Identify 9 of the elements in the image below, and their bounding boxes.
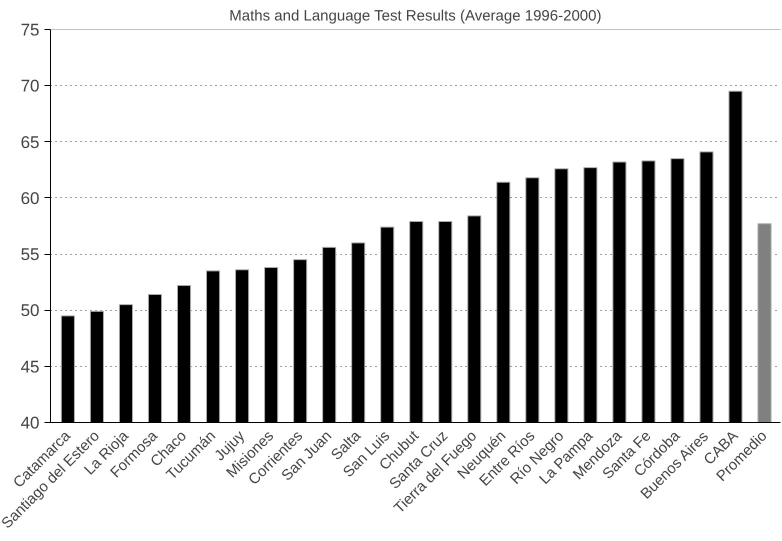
y-tick-label: 60 — [20, 188, 40, 208]
y-tick-label: 75 — [20, 20, 40, 40]
y-tick-label: 55 — [20, 245, 40, 264]
y-tick-label: 70 — [20, 76, 40, 96]
y-tick-label: 40 — [20, 414, 40, 432]
y-tick-label: 45 — [20, 357, 40, 376]
chart-title: Maths and Language Test Results (Average 1996-2000) — [229, 8, 602, 24]
y-tick-label: 65 — [20, 132, 40, 152]
y-tick-label: 50 — [20, 301, 40, 320]
